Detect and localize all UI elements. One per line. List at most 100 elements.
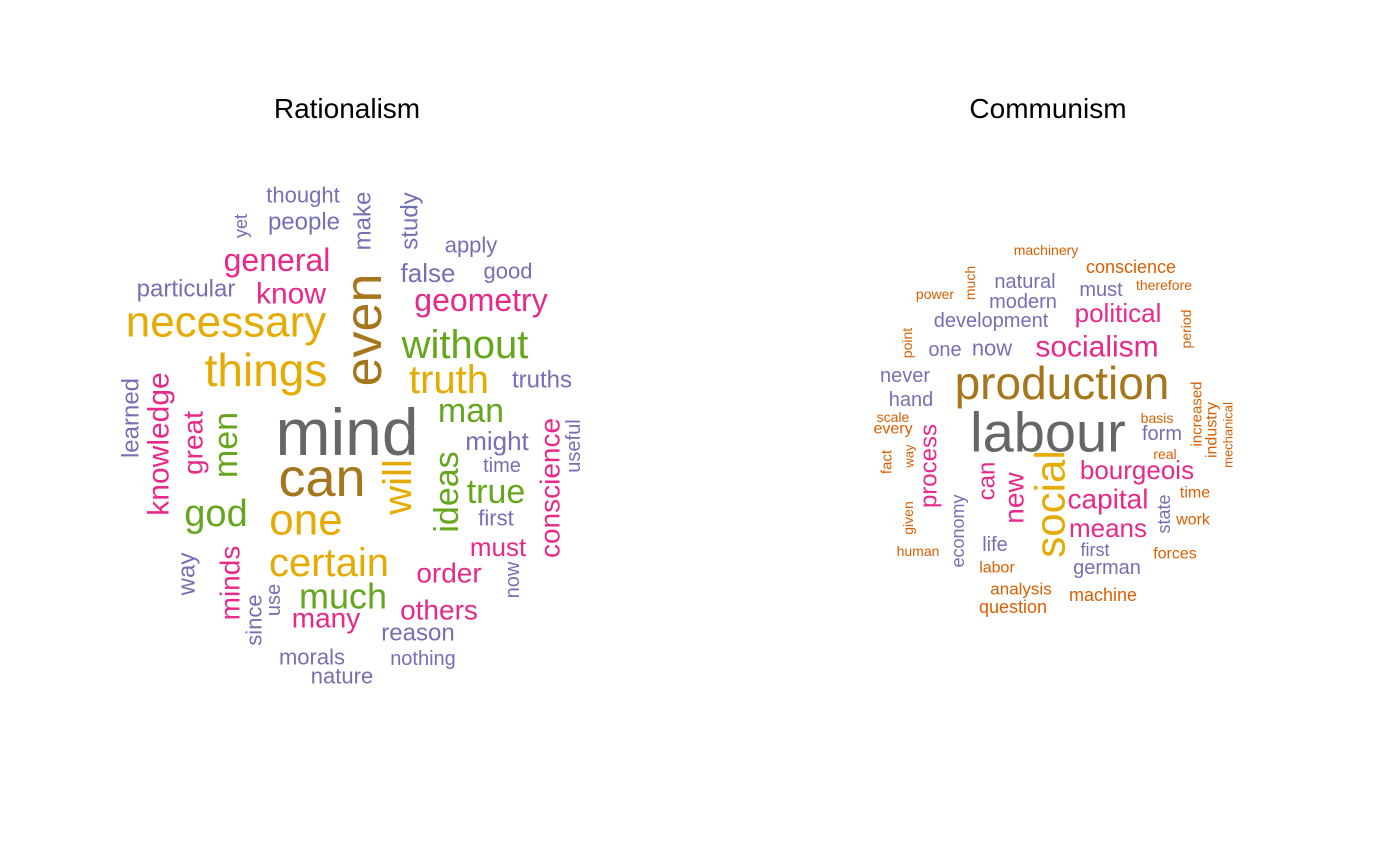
word-social: social <box>1027 450 1074 557</box>
word-point: point <box>899 328 915 358</box>
word-ideas: ideas <box>428 451 466 532</box>
word-period: period <box>1178 310 1194 349</box>
word-certain: certain <box>269 541 389 585</box>
word-thought: thought <box>266 183 339 208</box>
word-many: many <box>292 603 360 634</box>
word-must: must <box>1079 279 1123 301</box>
word-german: german <box>1073 557 1141 579</box>
word-forces: forces <box>1153 546 1197 563</box>
word-false: false <box>401 258 456 288</box>
word-mind: mind <box>275 395 418 469</box>
word-order: order <box>416 558 481 589</box>
word-one: one <box>928 339 961 361</box>
word-scale: scale <box>877 409 910 425</box>
word-natural: natural <box>994 271 1055 293</box>
word-without: without <box>401 323 529 367</box>
word-modern: modern <box>989 291 1057 313</box>
word-given: given <box>900 501 916 534</box>
word-labour: labour <box>970 401 1126 464</box>
word-conscience: conscience <box>1086 257 1176 277</box>
word-now: now <box>972 336 1012 361</box>
word-human: human <box>897 543 940 559</box>
word-every: every <box>873 421 912 438</box>
word-even: even <box>335 274 393 387</box>
word-labor: labor <box>979 560 1015 577</box>
word-men: men <box>207 412 245 478</box>
word-will: will <box>376 459 420 516</box>
word-use: use <box>263 584 285 616</box>
word-new: new <box>999 472 1030 524</box>
word-form: form <box>1142 423 1182 445</box>
rationalism-title: Rationalism <box>274 93 420 124</box>
word-fact: fact <box>879 449 896 474</box>
word-machinery: machinery <box>1014 242 1079 258</box>
word-means: means <box>1069 513 1147 543</box>
word-way: way <box>902 444 917 469</box>
word-god: god <box>184 493 247 535</box>
word-truth: truth <box>409 358 489 402</box>
word-make: make <box>350 192 377 251</box>
word-apply: apply <box>445 233 498 258</box>
word-others: others <box>400 595 478 626</box>
word-bourgeois: bourgeois <box>1080 455 1194 485</box>
word-study: study <box>397 192 424 249</box>
word-reason: reason <box>381 620 454 647</box>
word-first: first <box>478 506 513 531</box>
word-capital: capital <box>1068 484 1149 515</box>
word-question: question <box>979 597 1047 617</box>
word-hand: hand <box>889 389 934 411</box>
word-analysis: analysis <box>990 580 1051 599</box>
word-never: never <box>880 365 930 387</box>
word-much: much <box>299 576 387 617</box>
word-development: development <box>934 310 1049 332</box>
word-things: things <box>205 344 328 396</box>
word-time: time <box>1180 485 1210 502</box>
word-know: know <box>256 278 326 311</box>
word-real: real <box>1153 446 1176 462</box>
word-useful: useful <box>563 419 585 472</box>
word-much: much <box>962 266 978 300</box>
word-good: good <box>484 259 533 284</box>
word-power: power <box>916 286 954 302</box>
word-one: one <box>269 496 342 545</box>
word-now: now <box>502 561 524 598</box>
word-first: first <box>1081 540 1110 560</box>
word-increased: increased <box>1189 381 1206 446</box>
word-might: might <box>465 426 529 456</box>
word-people: people <box>268 209 340 236</box>
word-basis: basis <box>1141 410 1174 426</box>
word-production: production <box>955 357 1170 409</box>
word-learned: learned <box>118 378 145 458</box>
word-socialism: socialism <box>1035 331 1158 364</box>
word-life: life <box>982 534 1008 556</box>
word-work: work <box>1175 512 1211 529</box>
word-therefore: therefore <box>1136 277 1192 293</box>
word-nature: nature <box>311 664 373 689</box>
word-way: way <box>174 553 201 597</box>
word-true: true <box>467 473 526 511</box>
word-geometry: geometry <box>414 282 547 318</box>
word-truths: truths <box>512 367 572 394</box>
communism-title: Communism <box>969 93 1126 124</box>
word-process: process <box>916 424 943 508</box>
word-economy: economy <box>948 494 968 567</box>
word-machine: machine <box>1069 585 1137 605</box>
word-can: can <box>974 462 1001 501</box>
word-since: since <box>242 594 267 645</box>
word-must: must <box>470 532 527 562</box>
word-political: political <box>1075 298 1162 328</box>
word-mechanical: mechanical <box>1221 402 1236 468</box>
word-particular: particular <box>137 276 236 303</box>
word-morals: morals <box>279 645 345 670</box>
word-state: state <box>1154 494 1174 533</box>
word-necessary: necessary <box>126 298 327 347</box>
word-can: can <box>278 448 365 508</box>
word-nothing: nothing <box>390 648 456 670</box>
word-general: general <box>224 242 331 278</box>
word-minds: minds <box>215 546 246 621</box>
